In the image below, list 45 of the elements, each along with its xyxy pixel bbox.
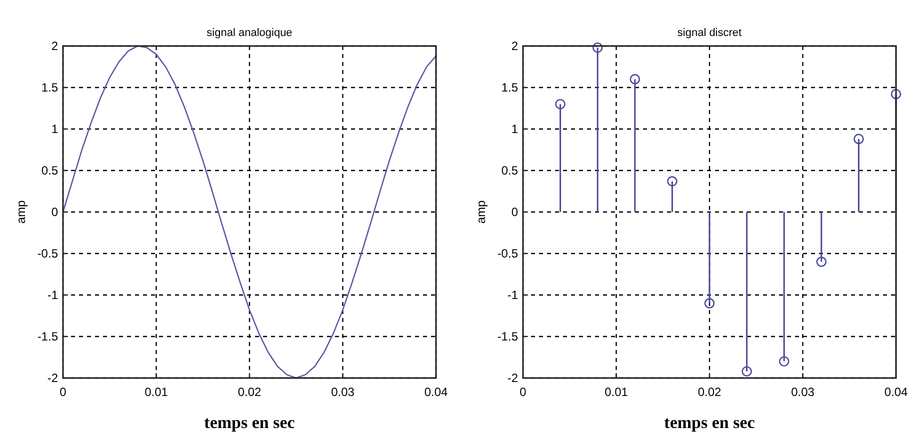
y-tick-label: 2 (51, 39, 58, 53)
x-tick-label: 0.01 (604, 385, 628, 399)
point (667, 176, 678, 186)
point (704, 298, 715, 308)
y-tick-label: -1 (47, 288, 58, 302)
y-tick-label: -0.5 (497, 246, 518, 260)
chart-title: signal analogique (206, 27, 292, 39)
y-tick-label: 1 (511, 122, 518, 136)
y-tick-label: 0 (51, 205, 58, 219)
y-tick-label: -1.5 (37, 330, 58, 344)
point (816, 256, 827, 267)
x-tick-label: 0.04 (884, 385, 908, 399)
y-tick-label: -0.5 (37, 246, 58, 260)
x-tick-label: 0.02 (238, 385, 262, 399)
x-tick-label: 0.03 (791, 385, 815, 399)
y-axis-title: amp (14, 200, 28, 224)
y-tick-label: -1 (507, 288, 518, 302)
x-axis-title: temps en sec (664, 413, 756, 432)
x-tick-label: 0.03 (331, 385, 355, 399)
point (854, 134, 864, 144)
chart-title: signal discret (677, 27, 742, 39)
y-tick-label: 0 (511, 205, 518, 219)
y-axis-title: amp (474, 200, 488, 224)
point (890, 88, 902, 100)
y-tick-label: 1.5 (41, 80, 58, 94)
x-tick-label: 0.02 (698, 385, 722, 399)
point (592, 42, 603, 53)
x-tick-label: 0.04 (424, 385, 448, 399)
y-tick-label: -2 (507, 371, 518, 385)
y-tick-label: 0.5 (41, 164, 58, 178)
line-series (62, 45, 437, 379)
y-tick-label: 2 (511, 39, 518, 53)
x-axis-title: temps en sec (204, 413, 296, 432)
y-tick-label: -2 (47, 371, 58, 385)
point (778, 356, 790, 367)
y-tick-label: -1.5 (497, 330, 518, 344)
x-tick-label: 0 (60, 385, 67, 399)
x-tick-label: 0 (520, 385, 527, 399)
y-tick-label: 1 (51, 122, 58, 136)
point (630, 74, 640, 84)
point (742, 366, 752, 377)
point (555, 98, 566, 110)
x-tick-label: 0.01 (144, 385, 168, 399)
y-tick-label: 1.5 (501, 80, 518, 94)
y-tick-label: 0.5 (501, 164, 518, 178)
